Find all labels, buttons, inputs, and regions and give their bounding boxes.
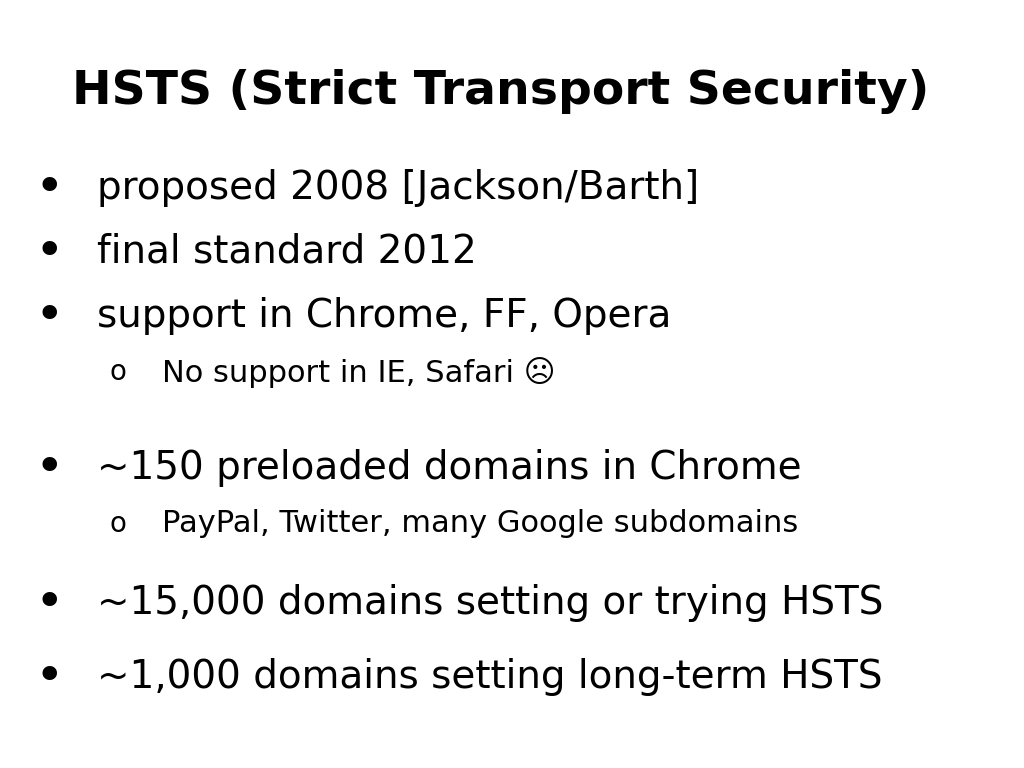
Text: support in Chrome, FF, Opera: support in Chrome, FF, Opera (97, 297, 672, 336)
Text: ~1,000 domains setting long-term HSTS: ~1,000 domains setting long-term HSTS (97, 658, 883, 697)
Text: •: • (35, 445, 63, 492)
Text: HSTS (Strict Transport Security): HSTS (Strict Transport Security) (72, 69, 929, 114)
Text: proposed 2008 [Jackson/Barth]: proposed 2008 [Jackson/Barth] (97, 169, 699, 207)
Text: •: • (35, 164, 63, 212)
Text: o: o (110, 359, 126, 386)
Text: final standard 2012: final standard 2012 (97, 233, 477, 271)
Text: ~150 preloaded domains in Chrome: ~150 preloaded domains in Chrome (97, 449, 802, 488)
Text: •: • (35, 228, 63, 276)
Text: •: • (35, 293, 63, 340)
Text: o: o (110, 510, 126, 538)
Text: PayPal, Twitter, many Google subdomains: PayPal, Twitter, many Google subdomains (162, 509, 798, 538)
Text: •: • (35, 654, 63, 701)
Text: •: • (35, 579, 63, 627)
Text: ~15,000 domains setting or trying HSTS: ~15,000 domains setting or trying HSTS (97, 584, 884, 622)
Text: No support in IE, Safari ☹: No support in IE, Safari ☹ (162, 357, 555, 388)
